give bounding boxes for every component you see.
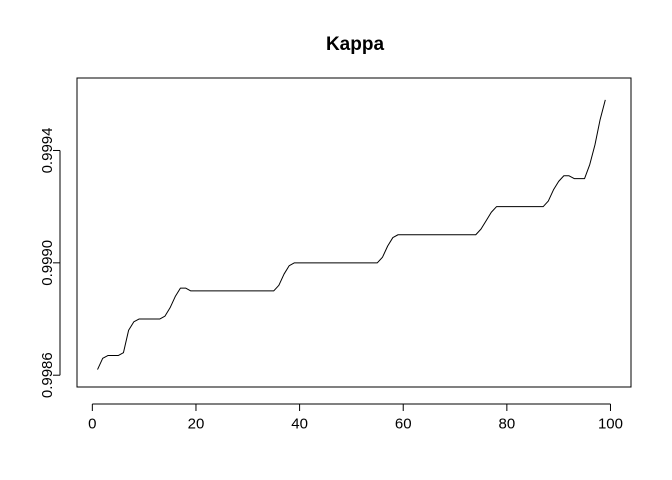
x-tick-label: 80: [499, 415, 516, 432]
x-tick-label: 60: [395, 415, 412, 432]
y-tick-label: 0.9994: [39, 128, 56, 174]
x-tick-label: 40: [291, 415, 308, 432]
chart-title: Kappa: [326, 34, 385, 55]
y-tick-label: 0.9986: [39, 352, 56, 398]
series-layer: [97, 99, 606, 370]
x-tick-label: 0: [88, 415, 96, 432]
plot-frame: [76, 77, 632, 388]
series-line: [97, 99, 606, 370]
x-tick-label: 20: [188, 415, 205, 432]
x-tick-label: 100: [598, 415, 623, 432]
x-axis: 0 20 40 60 80 100: [88, 403, 623, 432]
y-axis: 0.9986 0.9990 0.9994: [39, 128, 61, 398]
y-tick-label: 0.9990: [39, 240, 56, 286]
